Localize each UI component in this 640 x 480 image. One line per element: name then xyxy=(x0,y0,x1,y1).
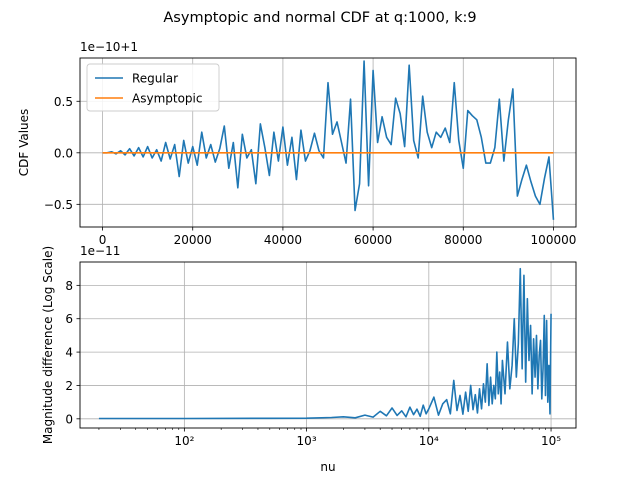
top-y-axis-label: CDF Values xyxy=(17,109,31,177)
y-tick-label: 6 xyxy=(65,312,73,326)
legend: Regular Asymptopic xyxy=(86,63,220,112)
x-tick-label: 0 xyxy=(99,233,107,247)
y-tick-label: 0 xyxy=(65,412,73,426)
bottom-y-ticks: 0 2 4 6 8 xyxy=(65,279,80,426)
x-tick-label: 40000 xyxy=(264,233,302,247)
legend-label: Regular xyxy=(132,72,178,86)
regular-series-line xyxy=(102,60,555,220)
x-tick-label: 10² xyxy=(174,434,194,448)
top-axes: 0 20000 40000 60000 80000 100000 −0.5 0.0 0.5 1… xyxy=(17,40,577,247)
top-x-ticks: 0 20000 40000 60000 80000 100000 xyxy=(99,227,577,247)
top-axes-frame xyxy=(79,57,577,228)
figure-title: Asymptopic and normal CDF at q:1000, k:9 xyxy=(163,10,476,26)
y-tick-label: 8 xyxy=(65,279,73,293)
y-tick-label: 0.5 xyxy=(54,95,73,109)
x-tick-label: 80000 xyxy=(444,233,482,247)
x-tick-label: 10⁴ xyxy=(419,434,439,448)
bottom-x-axis-label: nu xyxy=(320,460,335,474)
magnitude-difference-series-line xyxy=(98,267,552,420)
top-offset-label: 1e−10+1 xyxy=(80,40,138,54)
bottom-axes-frame xyxy=(79,261,577,429)
bottom-axes: 10² 10³ 10⁴ 10⁵ 0 2 4 6 8 1e−11 Magnitude diffe… xyxy=(41,244,577,474)
y-tick-label: 0.0 xyxy=(54,146,73,160)
bottom-series-lines xyxy=(98,267,552,420)
y-tick-label: −0.5 xyxy=(44,198,73,212)
bottom-offset-label: 1e−11 xyxy=(80,244,120,258)
x-tick-label: 60000 xyxy=(354,233,392,247)
x-tick-label: 20000 xyxy=(174,233,212,247)
top-series-lines xyxy=(102,60,555,220)
legend-box xyxy=(86,63,220,112)
x-tick-label: 100000 xyxy=(531,233,577,247)
legend-label: Asymptopic xyxy=(132,92,202,106)
bottom-x-ticks: 10² 10³ 10⁴ 10⁵ xyxy=(98,428,561,448)
bottom-y-axis-label: Magnitude difference (Log Scale) xyxy=(41,246,55,444)
x-tick-label: 10⁵ xyxy=(541,434,561,448)
x-tick-label: 10³ xyxy=(297,434,317,448)
y-tick-label: 4 xyxy=(65,346,73,360)
top-y-ticks: −0.5 0.0 0.5 xyxy=(44,95,80,212)
y-tick-label: 2 xyxy=(65,379,73,393)
